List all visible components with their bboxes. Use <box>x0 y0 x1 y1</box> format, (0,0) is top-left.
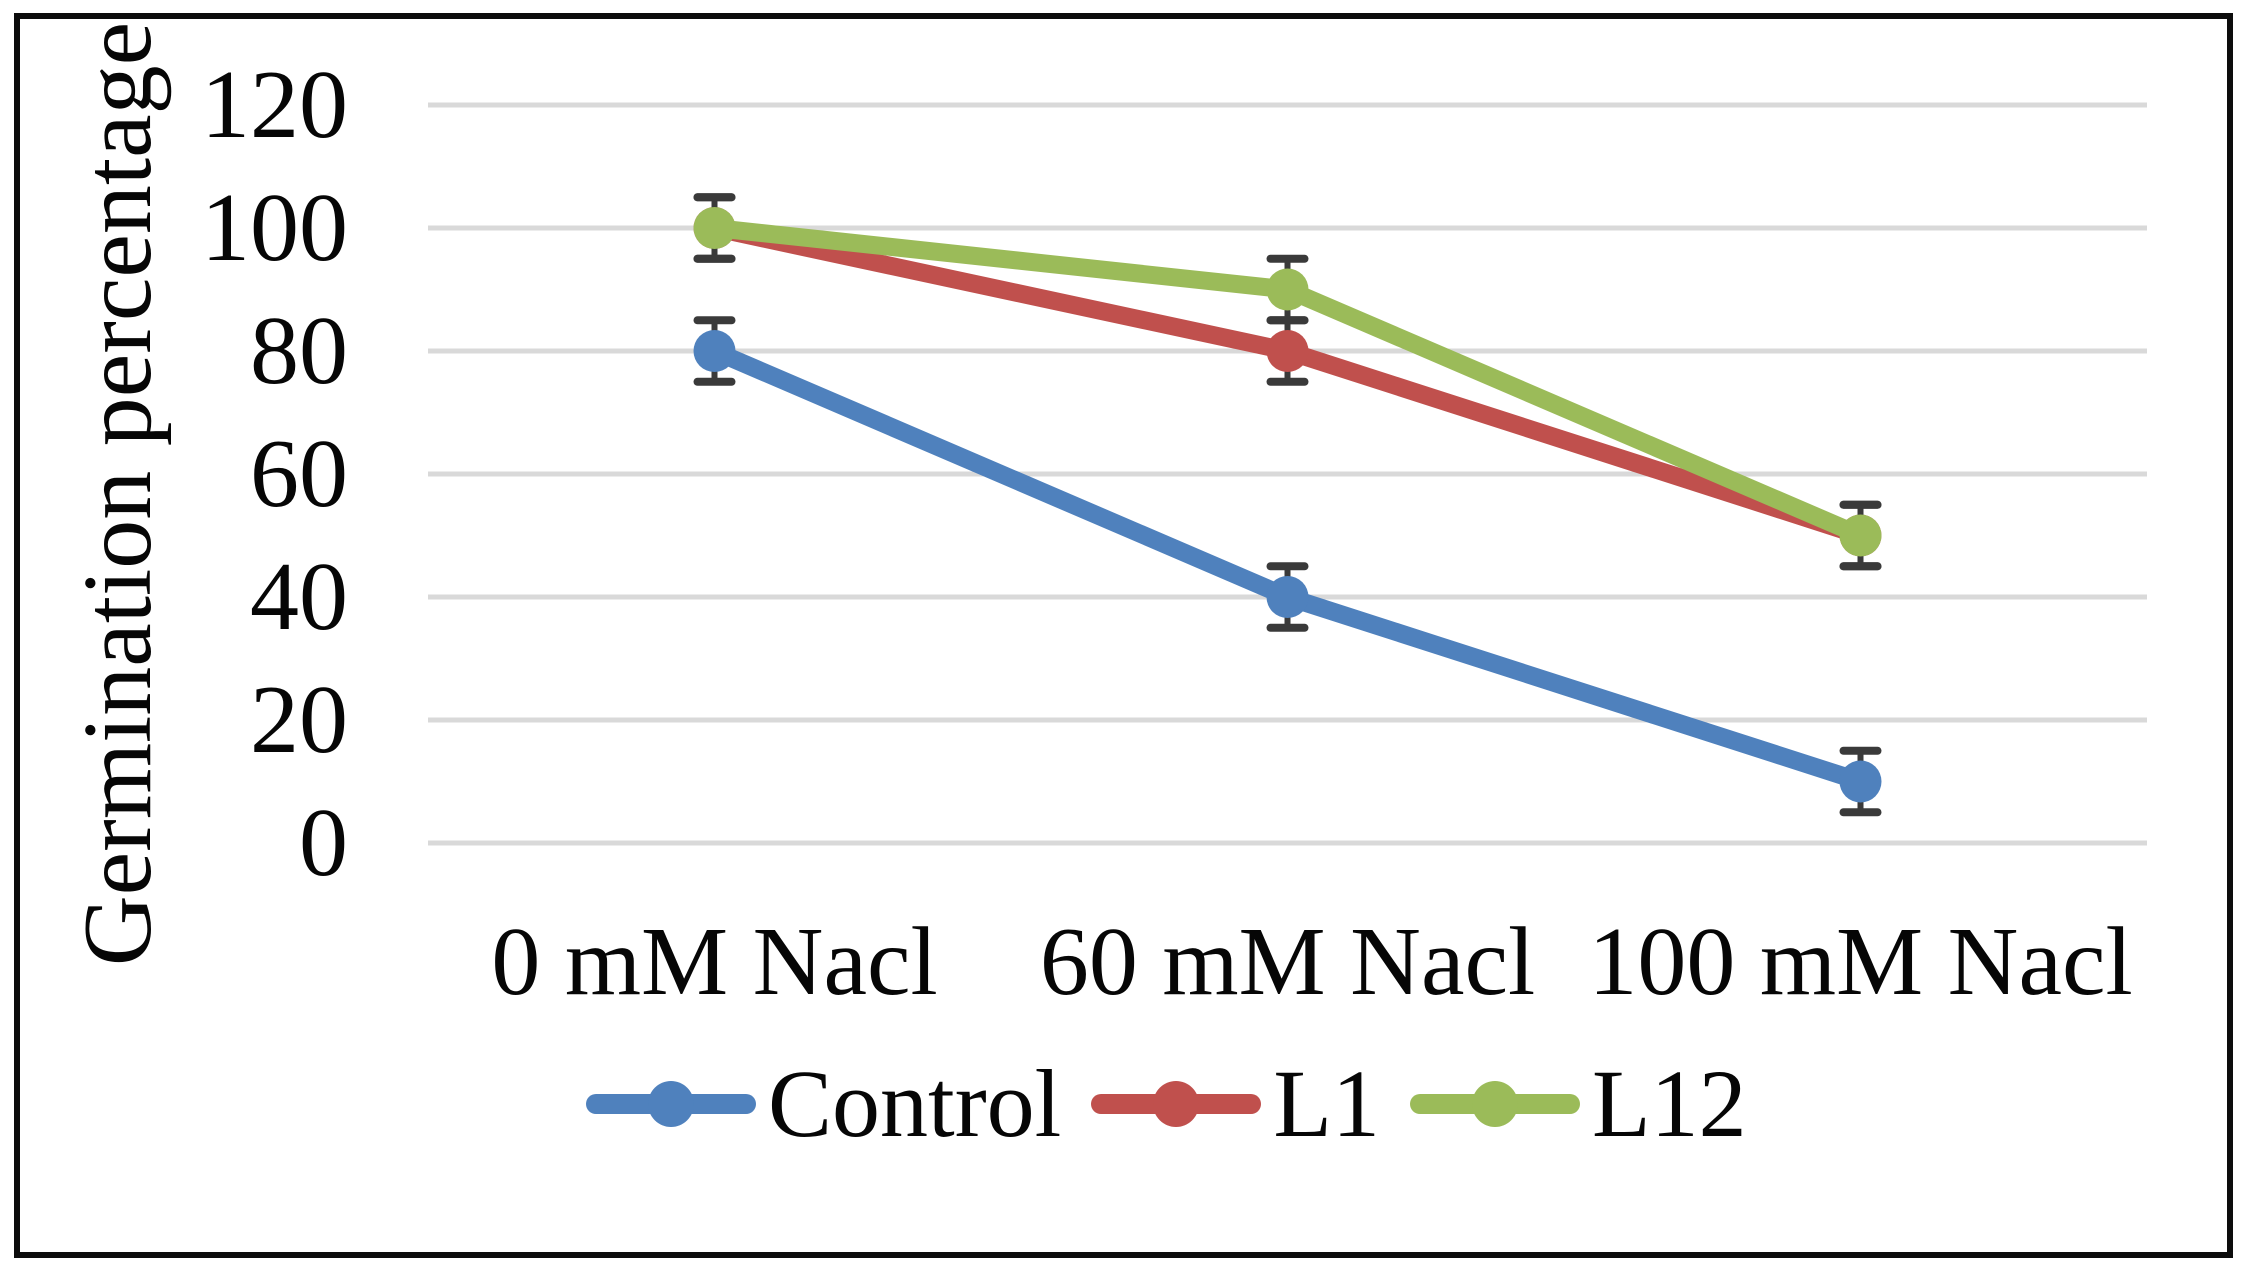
data-point-l12-0 <box>693 207 736 249</box>
y-tick-label-40: 40 <box>250 543 348 651</box>
legend-label-l12: L12 <box>1591 1050 1747 1157</box>
data-point-control-0 <box>693 330 736 372</box>
data-point-l12-1 <box>1266 268 1309 311</box>
legend-marker-control <box>586 1081 756 1127</box>
legend-item-l12: L12 <box>1409 1050 1747 1157</box>
data-point-l12-2 <box>1839 514 1882 557</box>
x-tick-label-2: 100 mM Nacl <box>1588 908 2133 1016</box>
y-tick-label-20: 20 <box>250 666 348 774</box>
legend-item-control: Control <box>586 1056 1061 1152</box>
legend: Control L1 L12 <box>586 1042 1747 1166</box>
y-tick-label-120: 120 <box>201 51 348 159</box>
legend-item-l1: L1 <box>1091 1056 1380 1152</box>
y-tick-label-80: 80 <box>250 297 348 405</box>
legend-label-control: Control <box>768 1050 1062 1157</box>
data-point-control-2 <box>1839 760 1882 803</box>
data-point-control-1 <box>1266 576 1309 618</box>
x-tick-label-1: 60 mM Nacl <box>1039 908 1536 1016</box>
x-tick-label-0: 0 mM Nacl <box>491 908 938 1016</box>
y-tick-label-100: 100 <box>201 174 348 282</box>
y-tick-label-60: 60 <box>250 420 348 528</box>
y-tick-label-0: 0 <box>299 789 348 897</box>
legend-marker-l12 <box>1409 1081 1580 1127</box>
legend-label-l1: L1 <box>1273 1050 1380 1157</box>
data-point-l1-1 <box>1266 330 1309 372</box>
legend-marker-l1 <box>1091 1081 1262 1127</box>
